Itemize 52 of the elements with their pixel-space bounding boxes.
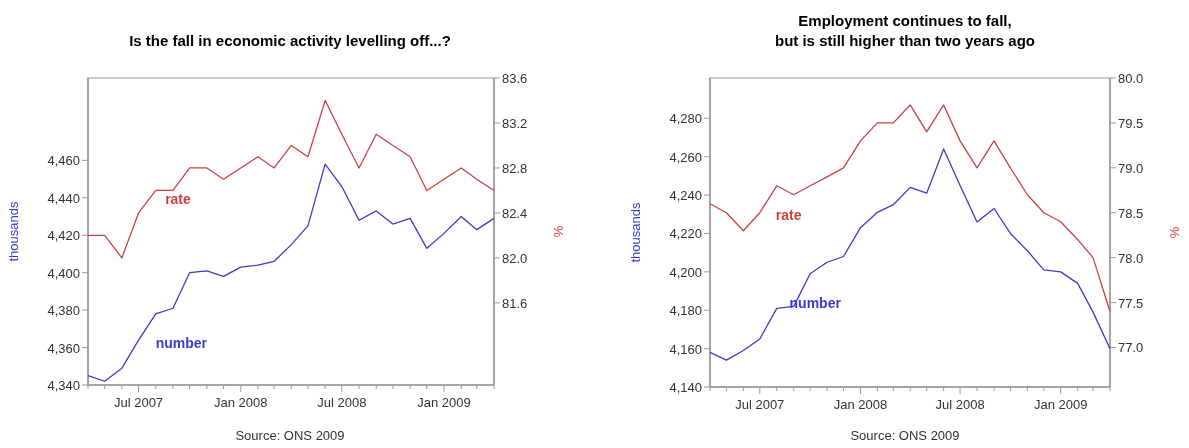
series-label: number: [789, 295, 842, 312]
y2-tick-label: 79.0: [1118, 160, 1144, 176]
line-series: [87, 163, 495, 382]
x-tick-label: Jan 2009: [1034, 397, 1088, 412]
chart-title: Employment continues to fall, but is still higher than two years ago: [774, 12, 1036, 49]
y-tick-label: 4,460: [47, 153, 80, 169]
y-tick-label: 4,160: [669, 341, 702, 357]
line-series: [709, 148, 1111, 361]
line-series: [87, 99, 495, 259]
x-tick-label: Jan 2009: [417, 395, 471, 410]
x-tick-label: Jul 2007: [113, 395, 164, 410]
y-tick-label: 4,220: [669, 226, 702, 242]
series-label: number: [155, 335, 208, 352]
y2-tick-label: 78.5: [1118, 205, 1144, 221]
y-tick-label: 4,360: [47, 340, 80, 356]
y2-tick-label: 79.5: [1118, 115, 1144, 131]
x-tick-label: Jul 2007: [735, 397, 785, 412]
y2-tick-label: 82.0: [502, 250, 528, 266]
y-tick-label: 4,340: [47, 378, 80, 393]
y-tick-label: 4,140: [669, 380, 702, 395]
source-note: Source: ONS 2009: [850, 428, 960, 443]
chart-title: Is the fall in economic activity levelling off...?: [129, 32, 451, 49]
y-axis-title: thousands: [628, 202, 643, 263]
y-tick-label: 4,260: [669, 149, 702, 165]
y2-axis-title: %: [551, 225, 566, 238]
y-tick-label: 4,180: [669, 303, 702, 319]
y-tick-label: 4,400: [47, 265, 80, 281]
y-tick-label: 4,380: [47, 303, 80, 319]
y2-tick-label: 77.5: [1118, 295, 1144, 311]
y2-tick-label: 78.0: [1118, 250, 1144, 266]
y-tick-label: 4,420: [47, 228, 80, 244]
series-label: rate: [775, 207, 802, 224]
y-tick-label: 4,240: [669, 188, 702, 204]
y2-tick-label: 83.2: [502, 115, 528, 131]
x-tick-label: Jan 2008: [833, 397, 888, 412]
y-tick-label: 4,440: [47, 190, 80, 206]
source-note: Source: ONS 2009: [235, 428, 345, 443]
y2-axis-title: %: [1167, 226, 1182, 239]
y-tick-label: 4,200: [669, 264, 702, 280]
x-tick-label: Jul 2008: [935, 397, 985, 412]
line-series: [709, 104, 1111, 313]
y2-tick-label: 77.0: [1118, 340, 1144, 356]
x-tick-label: Jan 2008: [213, 395, 268, 410]
x-tick-label: Jul 2008: [317, 395, 367, 410]
y2-tick-label: 82.8: [502, 160, 528, 176]
y2-tick-label: 83.6: [502, 71, 528, 86]
y-tick-label: 4,280: [669, 111, 702, 127]
y2-tick-label: 82.4: [502, 205, 528, 221]
y2-tick-label: 81.6: [502, 295, 528, 311]
y2-tick-label: 80.0: [1118, 71, 1144, 86]
series-label: rate: [165, 190, 192, 207]
y-axis-title: thousands: [6, 201, 21, 262]
